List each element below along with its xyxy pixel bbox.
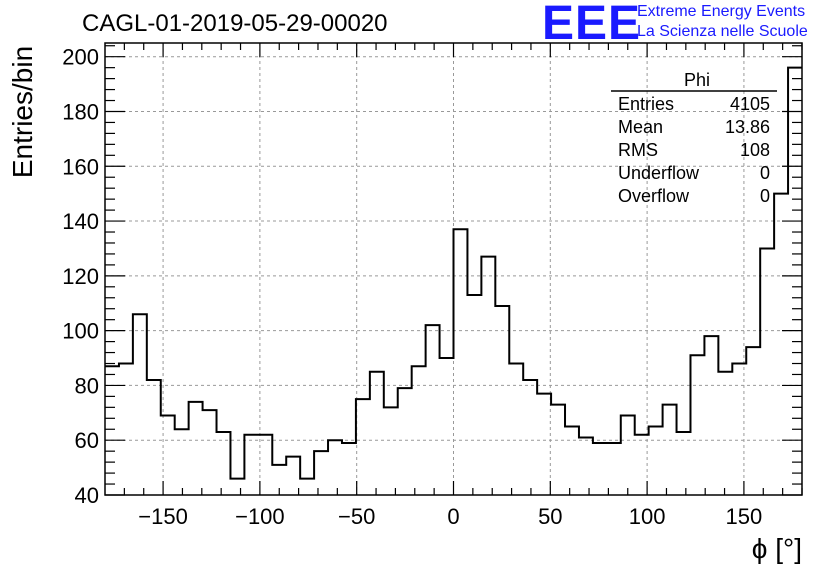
y-tick-label: 180 <box>62 99 99 124</box>
x-tick-label: −50 <box>338 504 375 529</box>
y-tick-label: 140 <box>62 209 99 234</box>
stats-box-name: Phi <box>684 70 710 90</box>
x-tick-label: −150 <box>138 504 188 529</box>
chart-title: CAGL-01-2019-05-29-00020 <box>82 10 388 37</box>
stats-row-value: 4105 <box>730 94 770 114</box>
stats-row-value: 0 <box>760 186 770 206</box>
stats-row-value: 13.86 <box>725 117 770 137</box>
x-tick-labels: −150 −100 −50 0 50 100 150 <box>138 504 762 529</box>
y-tick-label: 80 <box>75 373 99 398</box>
logo-caption-line1: Extreme Energy Events <box>637 3 806 20</box>
logo-caption-line2: La Scienza nelle Scuole <box>637 23 808 40</box>
y-tick-label: 60 <box>75 428 99 453</box>
x-tick-label: −100 <box>235 504 285 529</box>
eee-logo: EEE <box>542 0 642 50</box>
x-tick-label: 150 <box>726 504 763 529</box>
y-tick-label: 40 <box>75 483 99 508</box>
y-tick-label: 120 <box>62 264 99 289</box>
x-axis-title: ϕ [°] <box>752 533 802 564</box>
x-tick-label: 0 <box>447 504 459 529</box>
y-tick-label: 100 <box>62 319 99 344</box>
y-tick-labels: 40 60 80 100 120 140 160 180 200 <box>62 45 99 508</box>
stats-row-value: 0 <box>760 163 770 183</box>
stats-row-value: 108 <box>740 140 770 160</box>
stats-row-label: Underflow <box>618 163 700 183</box>
y-tick-label: 200 <box>62 45 99 70</box>
stats-row-label: Mean <box>618 117 663 137</box>
stats-box: Phi Entries 4105 Mean 13.86 RMS 108 Underflow 0… <box>611 70 777 206</box>
x-tick-label: 50 <box>538 504 562 529</box>
axis-ticks <box>105 43 803 496</box>
stats-row-label: Overflow <box>618 186 690 206</box>
y-axis-title: Entries/bin <box>7 46 38 178</box>
stats-row-label: Entries <box>618 94 674 114</box>
stats-row-label: RMS <box>618 140 658 160</box>
histogram-series <box>105 66 802 480</box>
y-tick-label: 160 <box>62 154 99 179</box>
x-tick-label: 100 <box>629 504 666 529</box>
